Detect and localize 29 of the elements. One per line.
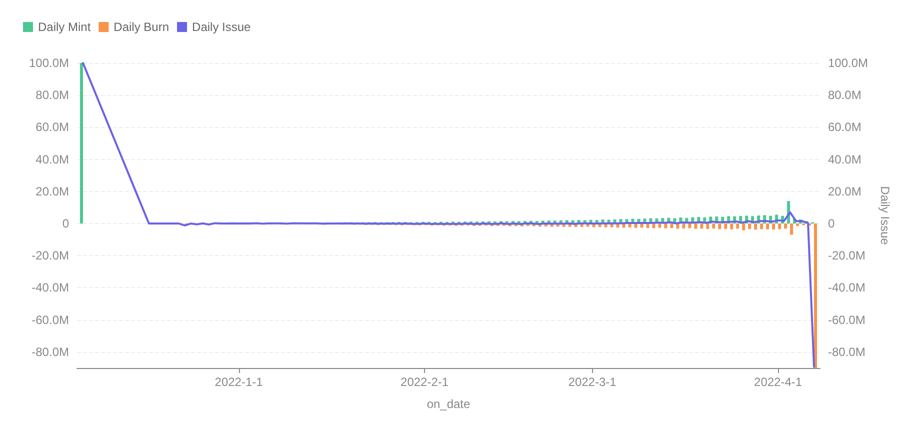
- legend-label: Daily Burn: [114, 20, 170, 34]
- y2-tick-label: 100.0M: [828, 56, 868, 70]
- y-tick-label: 80.0M: [36, 88, 69, 102]
- y2-tick-label: 80.0M: [828, 88, 862, 102]
- legend-label: Daily Issue: [192, 20, 252, 34]
- x-axis-title: on_date: [426, 397, 471, 411]
- y2-tick-label: -40.0M: [828, 280, 866, 295]
- y-tick-label: 40.0M: [36, 152, 69, 166]
- y2-tick-label: 20.0M: [828, 184, 862, 198]
- x-tick-label: 2022-1-1: [214, 375, 264, 389]
- y2-tick-label: -60.0M: [828, 312, 866, 327]
- y-tick-label: 60.0M: [36, 120, 69, 134]
- y2-tick-label: 40.0M: [828, 152, 862, 166]
- y-tick-label: -80.0M: [32, 344, 69, 359]
- x-tick-label: 2022-2-1: [400, 375, 449, 389]
- y2-tick-label: 60.0M: [828, 120, 862, 134]
- y-tick-label: -60.0M: [32, 312, 69, 327]
- y2-tick-label: 0: [828, 216, 835, 231]
- y2-axis-title: Daily Issue: [878, 186, 892, 246]
- y-tick-label: 0: [62, 216, 70, 231]
- y2-tick-label: -20.0M: [828, 248, 866, 263]
- y-tick-label: -40.0M: [32, 280, 69, 295]
- y-tick-label: 100.0M: [28, 56, 69, 70]
- x-tick-label: 2022-3-1: [568, 375, 617, 389]
- y2-tick-label: -80.0M: [828, 344, 866, 359]
- y-tick-label: -20.0M: [32, 248, 69, 263]
- x-tick-label: 2022-4-1: [754, 375, 802, 389]
- y-tick-label: 20.0M: [36, 184, 69, 198]
- legend-label: Daily Mint: [38, 20, 92, 34]
